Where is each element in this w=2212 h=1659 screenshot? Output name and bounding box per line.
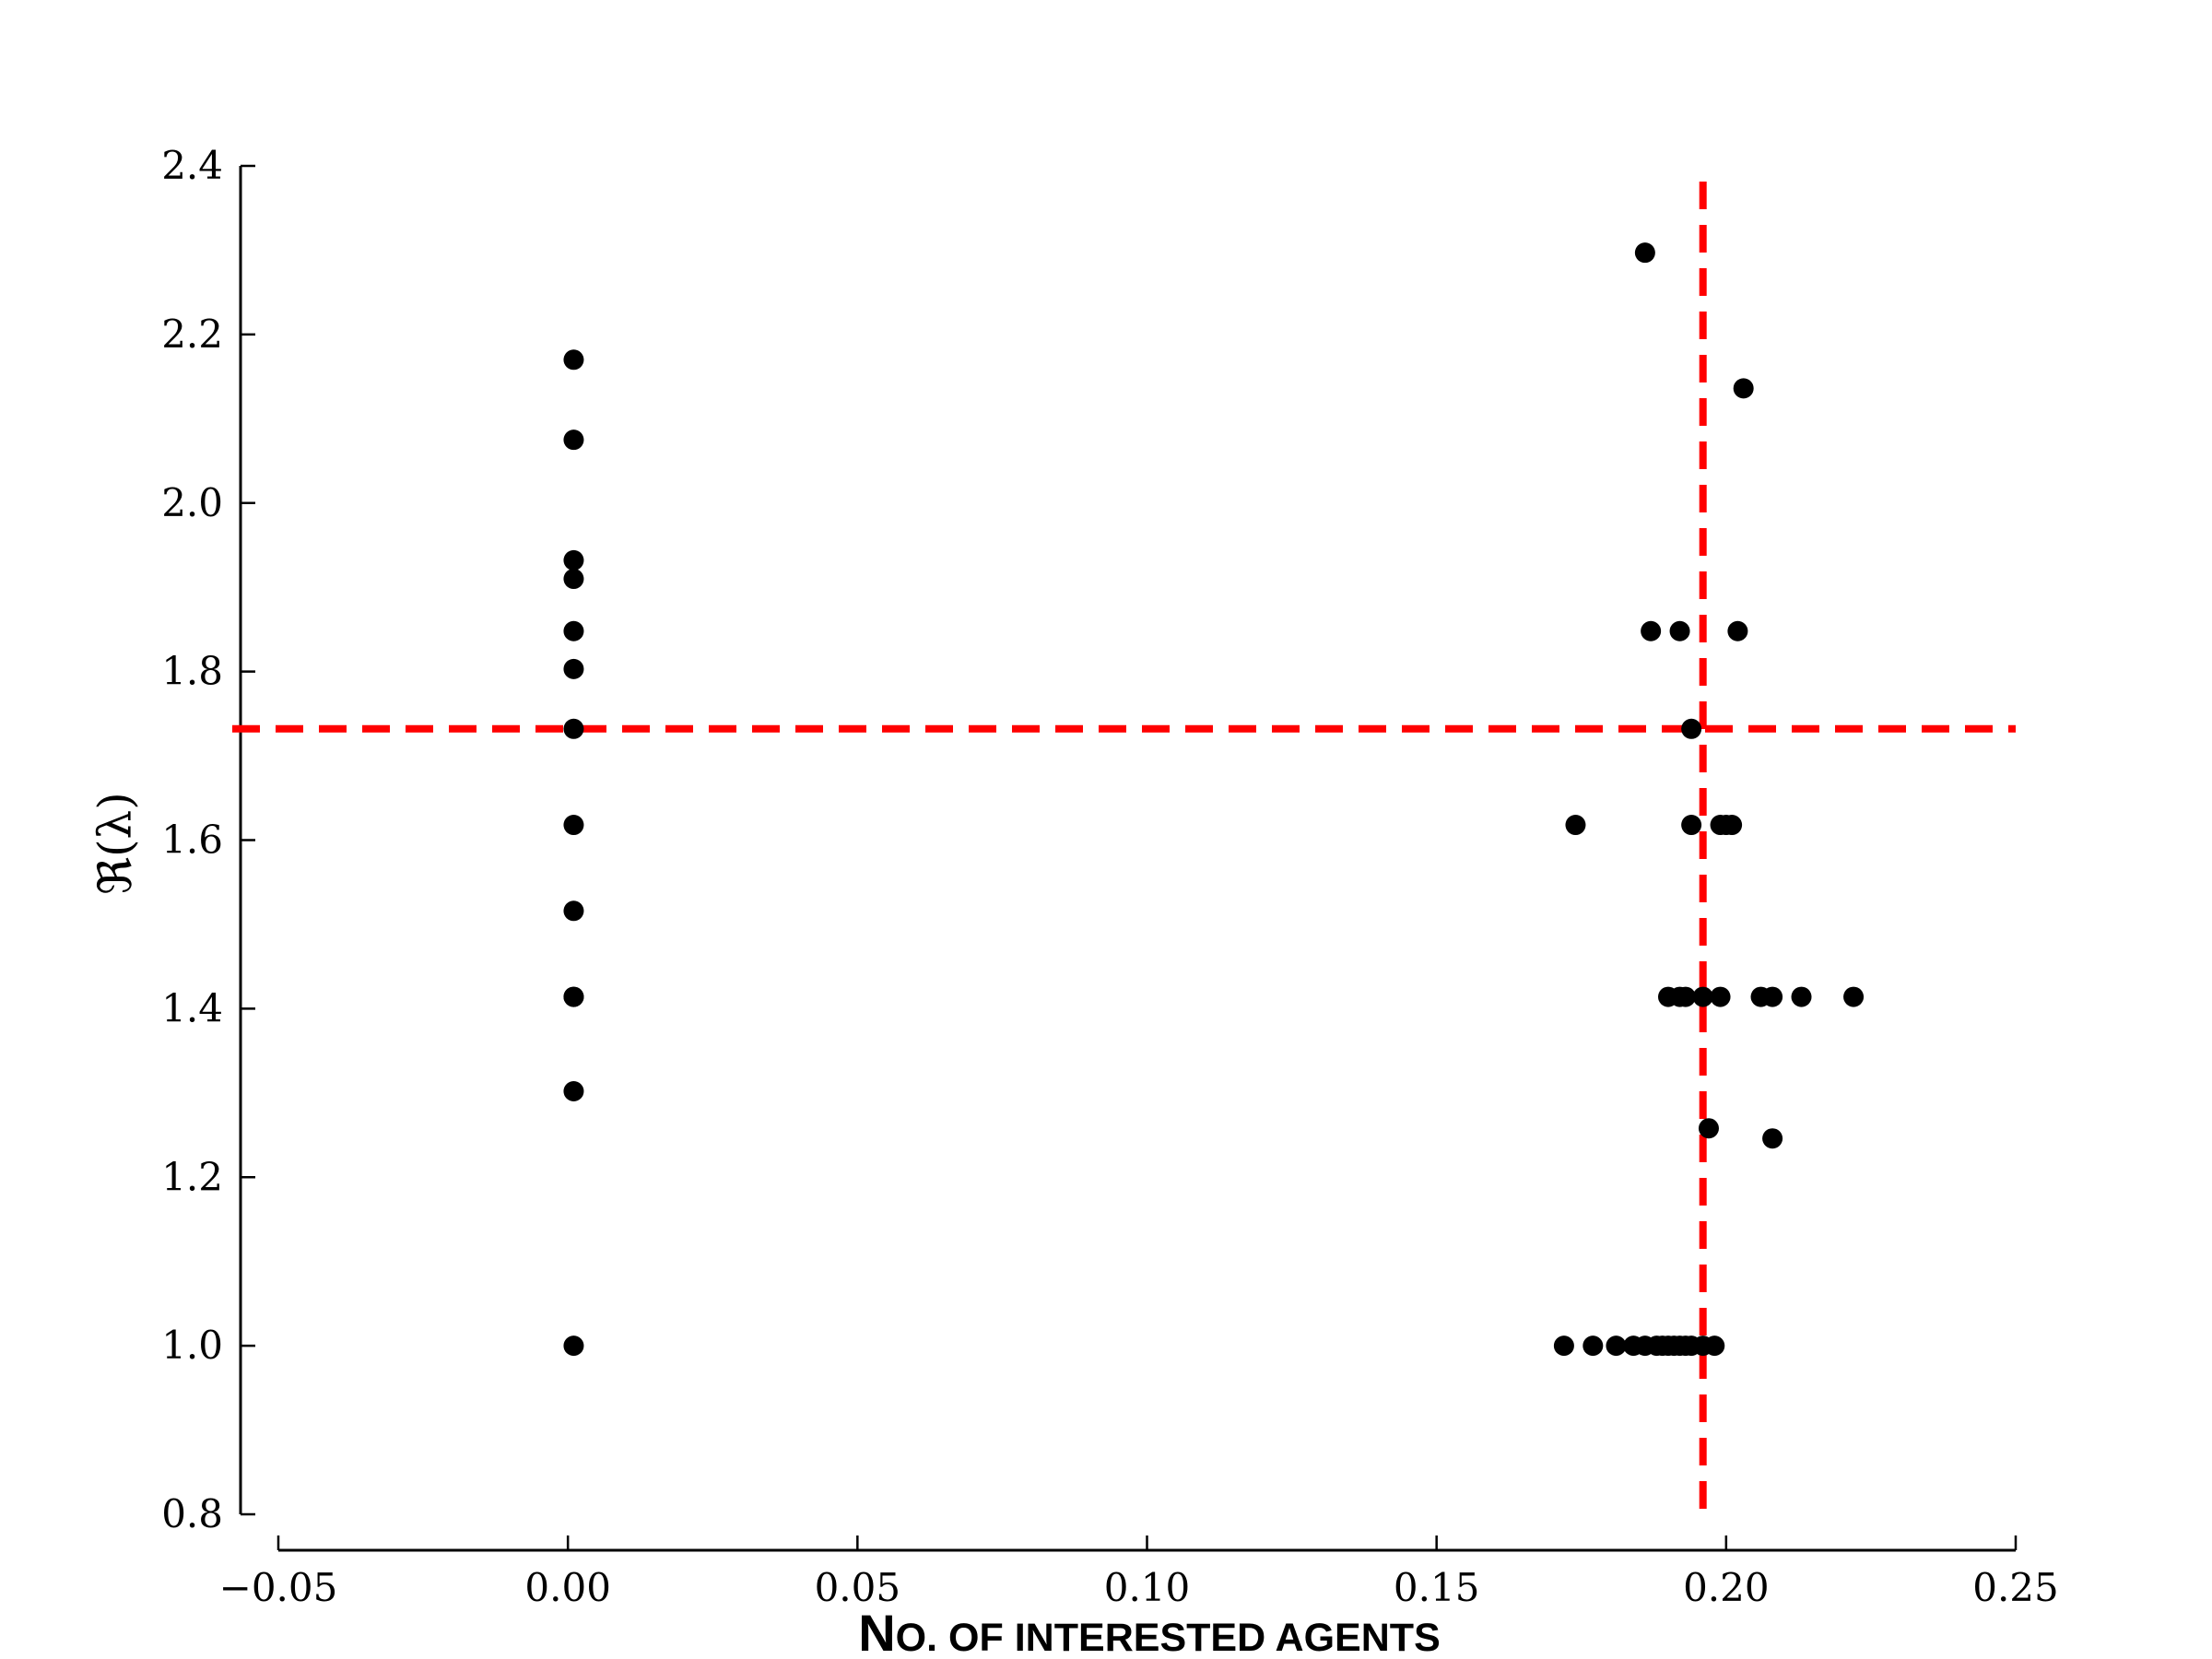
data-point <box>1704 1335 1725 1357</box>
x-tick-label: 0.25 <box>1972 1565 2059 1610</box>
data-point <box>1762 1128 1783 1149</box>
y-tick-label: 1.4 <box>161 985 223 1030</box>
data-point <box>1727 620 1748 641</box>
data-point <box>1565 815 1586 836</box>
x-axis-label: NO. OF INTERESTED AGENTS <box>858 1604 1441 1659</box>
y-tick-label: 2.2 <box>161 312 223 357</box>
data-point <box>1675 986 1696 1007</box>
data-point <box>1843 986 1865 1007</box>
x-tick-label: −0.05 <box>219 1565 338 1610</box>
reference-lines <box>232 182 2016 1514</box>
data-point <box>1681 815 1702 836</box>
data-point <box>1641 620 1662 641</box>
data-point <box>1698 1118 1719 1139</box>
data-point <box>563 569 584 590</box>
y-axis-label: ℜ(λ) <box>88 792 142 894</box>
y-axis: 0.8 1.0 1.2 1.4 1.6 1.8 2.0 2.2 2.4 <box>161 143 255 1536</box>
data-point <box>563 1080 584 1101</box>
data-point <box>1553 1335 1574 1357</box>
y-tick-label: 1.8 <box>161 649 223 694</box>
data-point <box>1606 1335 1627 1357</box>
y-tick-label: 2.4 <box>161 143 223 188</box>
x-tick-label: 0.10 <box>1104 1565 1191 1610</box>
y-tick-label: 1.6 <box>161 818 223 863</box>
x-tick-label: 0.20 <box>1683 1565 1770 1610</box>
x-tick-label: 0.05 <box>815 1565 901 1610</box>
y-tick-label: 2.0 <box>161 480 223 525</box>
data-point <box>563 549 584 571</box>
data-point <box>563 349 584 371</box>
data-point <box>1583 1335 1604 1357</box>
data-point <box>1692 986 1713 1007</box>
x-axis: −0.05 0.00 0.05 0.10 0.15 0.20 0.25 <box>219 1535 2059 1610</box>
data-point <box>1669 620 1690 641</box>
data-point <box>1634 242 1655 264</box>
x-tick-label: 0.00 <box>524 1565 611 1610</box>
data-point <box>563 900 584 922</box>
y-tick-label: 1.0 <box>161 1323 223 1368</box>
data-point <box>563 1335 584 1357</box>
data-point <box>1762 986 1783 1007</box>
data-point <box>1722 815 1743 836</box>
y-tick-label: 0.8 <box>161 1491 223 1536</box>
data-point <box>1733 378 1754 399</box>
data-point <box>563 815 584 836</box>
data-point <box>1681 718 1702 739</box>
data-point <box>563 429 584 451</box>
data-point <box>563 718 584 739</box>
data-point <box>563 620 584 641</box>
data-point <box>1791 986 1812 1007</box>
data-point <box>1710 986 1731 1007</box>
data-points <box>563 242 1865 1357</box>
y-tick-label: 1.2 <box>161 1154 223 1199</box>
data-point <box>563 658 584 679</box>
data-point <box>563 986 584 1007</box>
x-tick-label: 0.15 <box>1394 1565 1480 1610</box>
